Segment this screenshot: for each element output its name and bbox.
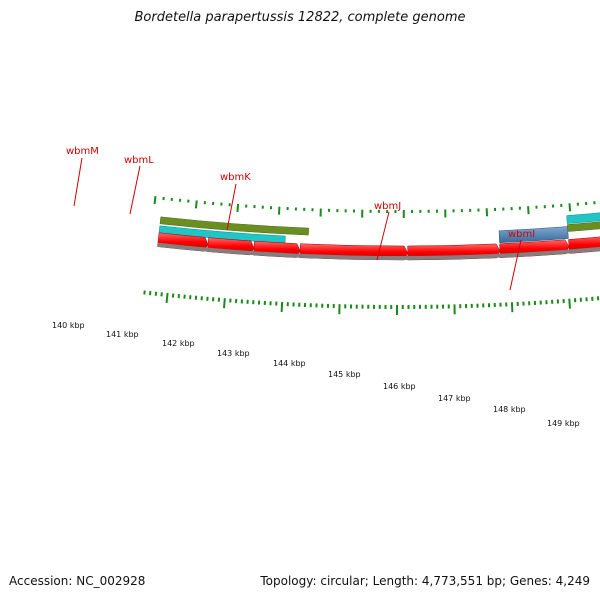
gene-leader-line <box>226 183 237 231</box>
accession-text: Accession: NC_002928 <box>9 574 146 588</box>
scale-label: 149 kbp <box>547 419 580 428</box>
genome-summary-text: Topology: circular; Length: 4,773,551 bp… <box>260 574 590 588</box>
scale-label: 140 kbp <box>52 321 85 330</box>
scale-label: 146 kbp <box>383 382 416 391</box>
inner-scale-track <box>143 290 600 315</box>
olive-feature-right <box>567 221 600 232</box>
gene-leader-line <box>509 239 522 291</box>
scale-tick <box>568 298 571 309</box>
map-title: Bordetella parapertussis 12822, complete… <box>134 10 466 25</box>
backbone-line <box>157 242 600 260</box>
scale-tick <box>223 298 226 309</box>
scale-tick <box>280 301 284 312</box>
backbone-track <box>157 242 600 260</box>
scale-label: 144 kbp <box>273 359 306 368</box>
gene-labels: wbmM wbmL wbmK wbmJ wbmI <box>66 146 535 240</box>
gene-label-wbmI: wbmI <box>508 229 535 240</box>
gene-leader-line <box>376 211 390 261</box>
scale-labels: 140 kbp 141 kbp 142 kbp 143 kbp 144 kbp 145 k… <box>52 321 580 428</box>
tick-mark <box>236 203 240 212</box>
scale-label: 145 kbp <box>328 370 361 379</box>
gene-label-wbmJ: wbmJ <box>374 201 401 212</box>
gene-leader-line <box>73 157 83 207</box>
gene-label-wbmM: wbmM <box>66 146 99 157</box>
tick-mark <box>153 196 157 205</box>
scale-label: 147 kbp <box>438 394 471 403</box>
scale-tick <box>165 292 169 304</box>
gene-label-lines <box>73 157 522 291</box>
outer-tick-track <box>153 196 596 218</box>
gene-leader-line <box>129 165 141 215</box>
scale-label: 141 kbp <box>106 330 139 339</box>
scale-label: 148 kbp <box>493 405 526 414</box>
cyan-feature-right <box>566 212 600 224</box>
gene-label-wbmK: wbmK <box>220 172 251 183</box>
olive-feature-left <box>159 216 309 236</box>
scale-label: 142 kbp <box>162 339 195 348</box>
tick-mark <box>568 203 572 212</box>
tick-mark <box>194 200 198 209</box>
gene-label-wbmL: wbmL <box>124 155 154 166</box>
scale-label: 143 kbp <box>217 349 250 358</box>
blue-feature <box>498 226 569 244</box>
